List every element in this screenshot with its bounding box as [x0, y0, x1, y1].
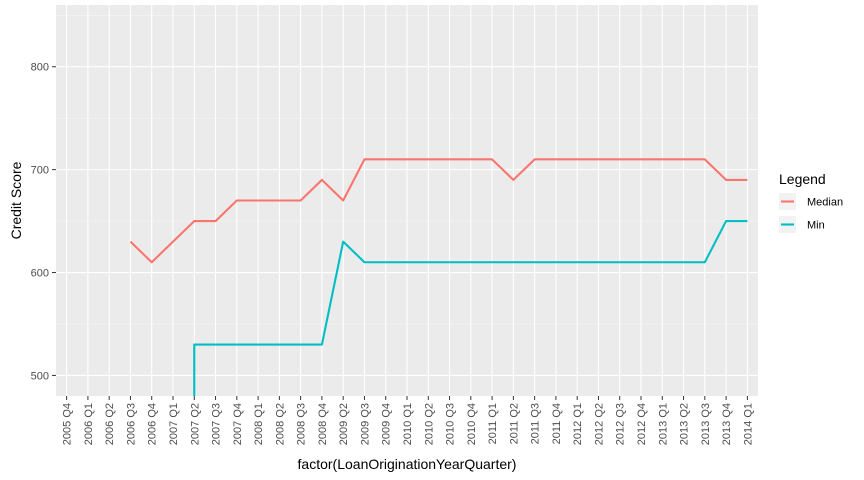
x-tick-label: 2008 Q1 [253, 403, 265, 445]
x-tick-label: 2007 Q1 [168, 403, 180, 445]
x-tick-label: 2009 Q4 [381, 403, 393, 445]
x-tick-label: 2013 Q4 [721, 403, 733, 445]
x-tick-label: 2009 Q3 [359, 403, 371, 445]
x-tick-label: 2006 Q1 [83, 403, 95, 445]
y-tick-label: 800 [31, 62, 49, 74]
x-tick-label: 2006 Q3 [125, 403, 137, 445]
x-tick-label: 2010 Q3 [445, 403, 457, 445]
x-tick-label: 2013 Q1 [657, 403, 669, 445]
x-tick-label: 2011 Q2 [508, 403, 520, 444]
x-tick-label: 2013 Q2 [679, 403, 691, 445]
x-tick-label: 2008 Q3 [296, 403, 308, 445]
y-axis-title: Credit Score [8, 161, 24, 239]
legend: Legend Median Min [779, 171, 843, 233]
x-tick-label: 2011 Q3 [530, 403, 542, 444]
x-tick-label: 2012 Q3 [615, 403, 627, 445]
series-line-median [129, 158, 748, 264]
x-tick-label: 2005 Q4 [62, 403, 74, 445]
x-tick-label: 2011 Q4 [551, 403, 563, 444]
legend-label-min: Min [807, 220, 825, 232]
x-tick-label: 2014 Q1 [742, 403, 754, 445]
x-tick-label: 2006 Q2 [104, 403, 116, 445]
x-tick-label: 2011 Q1 [487, 403, 499, 444]
y-tick-label: 600 [31, 268, 49, 280]
x-tick-label: 2008 Q4 [317, 403, 329, 445]
x-tick-label: 2010 Q2 [423, 403, 435, 445]
legend-title: Legend [779, 171, 826, 187]
x-tick-label: 2012 Q2 [593, 403, 605, 445]
x-tick-label: 2010 Q4 [466, 403, 478, 445]
x-tick-label: 2012 Q4 [636, 403, 648, 445]
legend-label-median: Median [807, 197, 843, 209]
y-tick-label: 500 [31, 370, 49, 382]
x-axis-title: factor(LoanOriginationYearQuarter) [298, 456, 517, 472]
x-axis: 2005 Q4 2006 Q1 2006 Q2 2006 Q3 2006 Q4 2007 … [62, 396, 754, 445]
x-tick-label: 2010 Q1 [402, 403, 414, 445]
series-line-min [193, 220, 748, 396]
x-tick-label: 2009 Q2 [338, 403, 350, 445]
y-axis: 500 600 700 800 [31, 62, 56, 382]
x-tick-label: 2006 Q4 [147, 403, 159, 445]
x-tick-label: 2007 Q4 [232, 403, 244, 445]
x-tick-label: 2008 Q2 [274, 403, 286, 445]
x-tick-label: 2007 Q3 [211, 403, 223, 445]
x-tick-label: 2007 Q2 [189, 403, 201, 445]
y-tick-label: 700 [31, 165, 49, 177]
x-tick-label: 2012 Q1 [572, 403, 584, 445]
series-layer [129, 158, 748, 396]
x-tick-label: 2013 Q3 [700, 403, 712, 445]
